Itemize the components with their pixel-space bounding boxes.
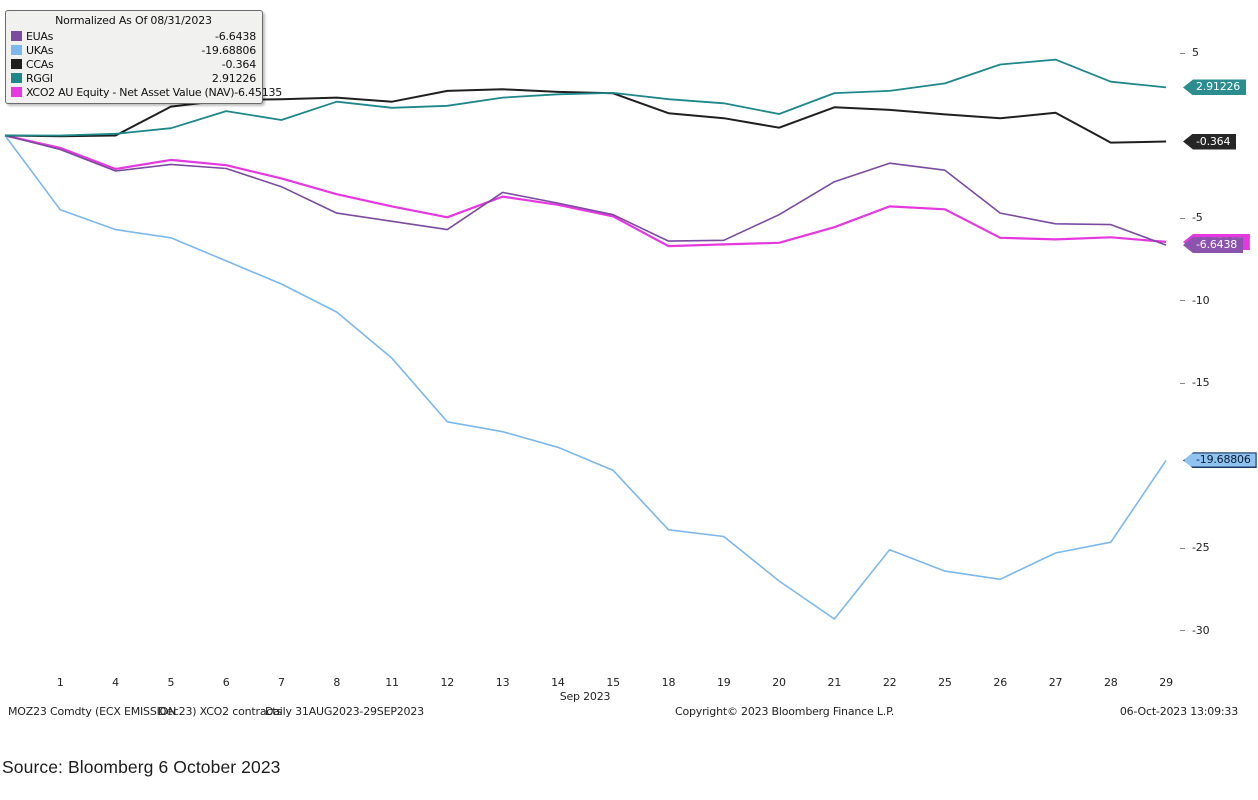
legend-swatch-euas — [11, 31, 22, 41]
legend-row-euas: EUAs -6.6438 — [11, 29, 256, 43]
x-tick-label: 18 — [661, 676, 676, 689]
legend-series-name: RGGI — [26, 71, 53, 85]
y-tick-label: -5 — [1192, 211, 1203, 224]
x-tick-label: 28 — [1103, 676, 1118, 689]
legend-series-value: -0.364 — [221, 57, 256, 71]
x-tick-label: 15 — [606, 676, 620, 689]
source-note: Source: Bloomberg 6 October 2023 — [2, 757, 281, 777]
value-badge-ukas: -19.68806 — [1183, 452, 1257, 469]
series-line-euas — [4, 134, 1167, 246]
y-tick-mark — [1180, 547, 1185, 549]
legend-row-rggi: RGGI 2.91226 — [11, 71, 256, 85]
legend-series-name: EUAs — [26, 29, 54, 43]
x-tick-label: 8 — [333, 676, 341, 689]
footer-contract: Dec23) XCO2 contracts — [158, 705, 282, 718]
x-axis-month-label: Sep 2023 — [559, 690, 611, 703]
y-tick-label: -10 — [1192, 293, 1210, 307]
x-tick-label: 5 — [167, 676, 175, 689]
legend-title: Normalized As Of 08/31/2023 — [55, 14, 212, 27]
x-tick-label: 22 — [882, 676, 897, 689]
x-tick-label: 1 — [56, 676, 64, 689]
y-tick-mark — [1180, 382, 1185, 384]
legend-series-value: -6.6438 — [214, 29, 256, 43]
footer-date-range: Daily 31AUG2023-29SEP2023 — [265, 705, 424, 718]
x-tick-label: 14 — [551, 676, 565, 689]
x-tick-label: 13 — [495, 676, 510, 689]
value-badge-ccas: -0.364 — [1183, 133, 1237, 150]
series-line-rggi — [5, 58, 1167, 137]
x-tick-label: 27 — [1048, 676, 1063, 689]
x-tick-label: 20 — [772, 676, 786, 689]
legend-series-value: -19.68806 — [201, 43, 256, 57]
legend-rows: EUAs -6.6438 UKAs -19.68806 CCAs -0.364 RGGI 2.… — [11, 29, 282, 99]
legend-series-name: XCO2 AU Equity - Net Asset Value (NAV) — [26, 85, 235, 99]
legend-series-value: 2.91226 — [211, 71, 256, 85]
x-tick-label: 25 — [938, 676, 952, 689]
value-badge-euas: -6.6438 — [1183, 237, 1244, 254]
legend-swatch-ccas — [11, 59, 22, 69]
chart-area: 5-5-10-15-25-30 -6.45135-6.6438-19.68806… — [4, 10, 1257, 718]
x-tick-label: 12 — [440, 676, 455, 689]
y-tick-mark — [1180, 217, 1185, 219]
legend-panel: Normalized As Of 08/31/2023 EUAs -6.6438 U… — [5, 10, 282, 104]
x-tick-label: 26 — [993, 676, 1008, 689]
x-tick-label: 7 — [278, 676, 285, 689]
legend-swatch-xco2 — [11, 87, 22, 97]
footer-copyright: Copyright© 2023 Bloomberg Finance L.P. — [675, 705, 895, 718]
series-line-ukas — [4, 135, 1167, 620]
legend-series-value: -6.45135 — [234, 85, 283, 99]
y-tick-mark — [1180, 630, 1185, 631]
value-badge-rggi: 2.91226 — [1183, 79, 1247, 96]
y-tick-label: 5 — [1192, 46, 1199, 59]
legend-row-xco2: XCO2 AU Equity - Net Asset Value (NAV) -6… — [11, 85, 282, 99]
footer-timestamp: 06-Oct-2023 13:09:33 — [1119, 705, 1238, 718]
y-tick-mark — [1180, 300, 1185, 301]
x-tick-label: 21 — [827, 676, 842, 689]
series-line-xco2 — [4, 134, 1167, 248]
y-tick-label: -15 — [1192, 376, 1210, 389]
x-tick-label: 11 — [385, 676, 399, 689]
legend-series-name: UKAs — [26, 43, 54, 57]
footer-ticker: MOZ23 Comdty (ECX EMISSION — [8, 705, 177, 718]
x-tick-label: 19 — [716, 676, 731, 689]
x-tick-label: 6 — [222, 676, 230, 689]
legend-swatch-rggi — [11, 73, 22, 83]
y-tick-label: -30 — [1192, 623, 1210, 637]
legend-series-name: CCAs — [26, 57, 54, 71]
x-tick-label: 4 — [112, 676, 119, 689]
x-tick-label: 29 — [1159, 676, 1173, 689]
legend-row-ccas: CCAs -0.364 — [11, 57, 256, 71]
y-tick-mark — [1180, 52, 1185, 54]
legend-swatch-ukas — [11, 45, 22, 55]
legend-row-ukas: UKAs -19.68806 — [11, 43, 256, 57]
y-tick-label: -25 — [1192, 541, 1210, 554]
